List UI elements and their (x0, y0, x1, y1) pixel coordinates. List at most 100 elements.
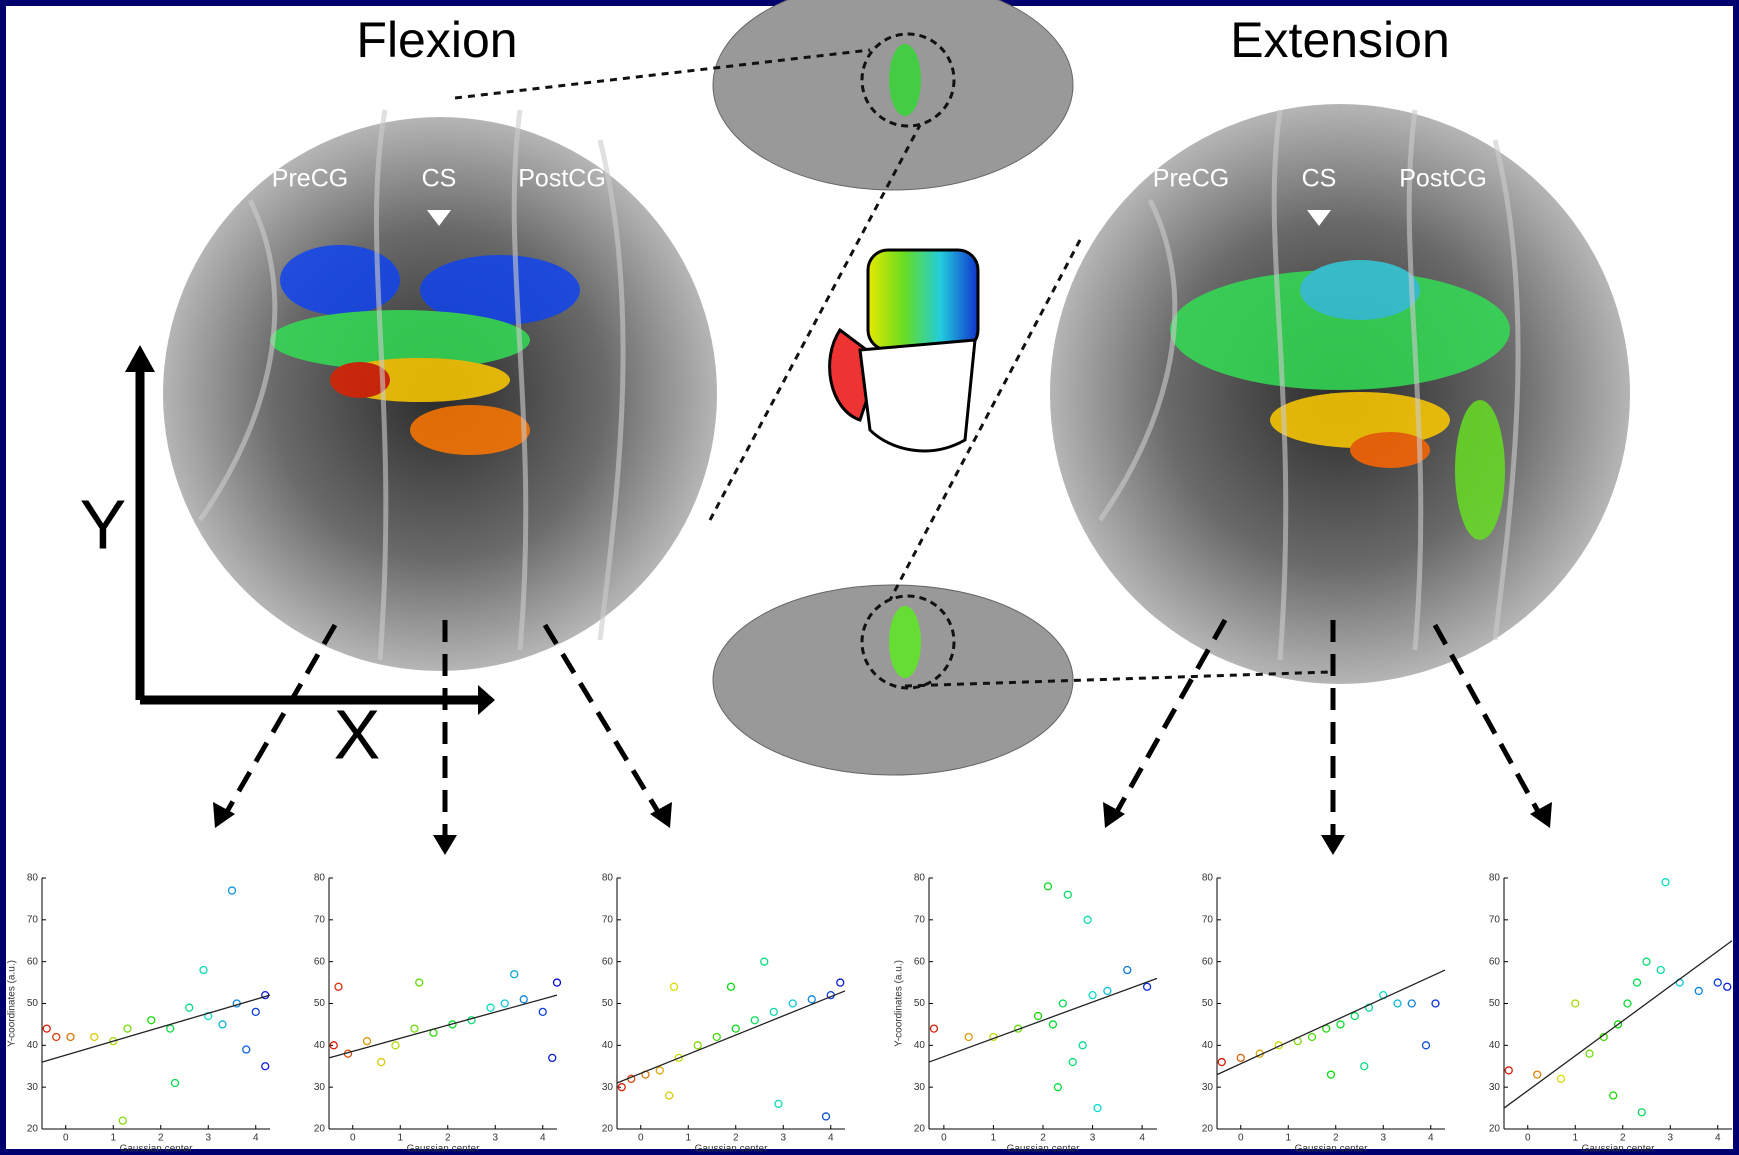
x-tick-label: 1 (1572, 1133, 1578, 1144)
x-tick-label: 2 (733, 1133, 739, 1144)
point (1093, 1103, 1102, 1113)
point (1078, 1041, 1087, 1050)
arrow (222, 618, 1543, 840)
y-tick-label: 40 (1489, 1040, 1501, 1051)
x-tick-label: 3 (1380, 1133, 1386, 1144)
y-tick-label: 40 (914, 1040, 926, 1051)
point (242, 1045, 251, 1054)
point (665, 1091, 674, 1100)
y-tick-label: 60 (914, 956, 926, 967)
x-tick-label: 2 (1620, 1133, 1626, 1144)
arrowhead (213, 802, 1552, 855)
point (750, 1016, 759, 1025)
x-tick-label: 2 (158, 1133, 164, 1144)
point (712, 1032, 721, 1042)
x-tick-label: 4 (828, 1133, 834, 1144)
y-tick-label: 30 (602, 1082, 614, 1093)
point (166, 1024, 175, 1033)
y-tick-label: 70 (27, 914, 39, 925)
point (519, 995, 528, 1004)
point (52, 1032, 61, 1042)
x-tick-label: 3 (492, 1133, 498, 1144)
point (760, 957, 769, 966)
point (669, 982, 679, 991)
y-tick-label: 70 (314, 914, 326, 925)
y-tick-label: 60 (1489, 956, 1501, 967)
point (774, 1099, 783, 1109)
point (655, 1066, 664, 1075)
point (1103, 986, 1112, 996)
y-tick-label: 50 (1489, 998, 1501, 1009)
x-tick-label: 3 (1090, 1133, 1096, 1144)
region-label: PreCG (1153, 165, 1229, 193)
point (1058, 999, 1067, 1008)
point (227, 886, 237, 895)
x-tick-label: 0 (941, 1133, 947, 1144)
point (109, 1037, 118, 1046)
point (1033, 1011, 1043, 1021)
x-tick-label: 0 (350, 1133, 356, 1144)
y-tick-label: 20 (1202, 1124, 1214, 1135)
point (1336, 1020, 1345, 1029)
activation (1170, 260, 1510, 540)
y-tick-label: 30 (1489, 1082, 1501, 1093)
y-tick-label: 20 (914, 1124, 926, 1135)
x-tick-label: 3 (1667, 1133, 1673, 1144)
x-tick-label: 3 (205, 1133, 211, 1144)
title: Flexion (356, 12, 517, 68)
y-tick-label: 50 (1202, 998, 1214, 1009)
x-tick-label: 1 (685, 1133, 691, 1144)
x-axis-label: Gaussian center (1295, 1144, 1368, 1155)
y-tick-label: 80 (1202, 873, 1214, 884)
fit-line (328, 994, 558, 1059)
y-tick-label: 20 (1489, 1124, 1501, 1135)
fit-line (616, 990, 846, 1084)
point (548, 1053, 557, 1063)
y-axis-label: Y-coordinates (a.u.) (894, 960, 905, 1047)
y-tick-label: 40 (1202, 1040, 1214, 1051)
x-tick-label: 2 (1333, 1133, 1339, 1144)
x-tick-label: 0 (638, 1133, 644, 1144)
point (362, 1037, 372, 1046)
point (1088, 990, 1097, 1000)
x-tick-label: 0 (1525, 1133, 1531, 1144)
axes-diagram (125, 345, 495, 715)
point (199, 965, 208, 975)
point (218, 1020, 227, 1029)
point (1307, 1032, 1317, 1042)
point (788, 999, 797, 1008)
point (693, 1041, 702, 1050)
y-tick-label: 80 (602, 873, 614, 884)
fit-line (1503, 940, 1733, 1109)
point (1556, 1074, 1566, 1083)
point (1326, 1070, 1336, 1079)
y-axis-label: Y-coordinates (a.u.) (7, 960, 18, 1047)
y-tick-label: 70 (914, 914, 926, 925)
x-tick-label: 4 (253, 1133, 259, 1144)
x-tick-label: 1 (1285, 1133, 1291, 1144)
x-tick-label: 4 (1715, 1133, 1721, 1144)
point (118, 1116, 127, 1125)
x-tick-label: 1 (110, 1133, 116, 1144)
x-axis-label: Gaussian center (1007, 1144, 1080, 1155)
x-tick-label: 3 (780, 1133, 786, 1144)
point (1421, 1041, 1431, 1050)
point (1713, 978, 1722, 987)
x-tick-label: 1 (991, 1133, 997, 1144)
x-tick-label: 0 (1238, 1133, 1244, 1144)
point (1217, 1057, 1226, 1067)
fit-line (1216, 969, 1446, 1076)
point (123, 1024, 132, 1033)
activation (270, 245, 580, 455)
point (1632, 978, 1642, 987)
y-tick-label: 50 (602, 998, 614, 1009)
point (1123, 965, 1132, 975)
hand-icon (828, 248, 980, 453)
y-tick-label: 80 (314, 873, 326, 884)
point (1063, 890, 1072, 899)
point (500, 999, 509, 1008)
title: Extension (1230, 12, 1450, 68)
point (170, 1078, 180, 1088)
x-tick-label: 2 (445, 1133, 451, 1144)
